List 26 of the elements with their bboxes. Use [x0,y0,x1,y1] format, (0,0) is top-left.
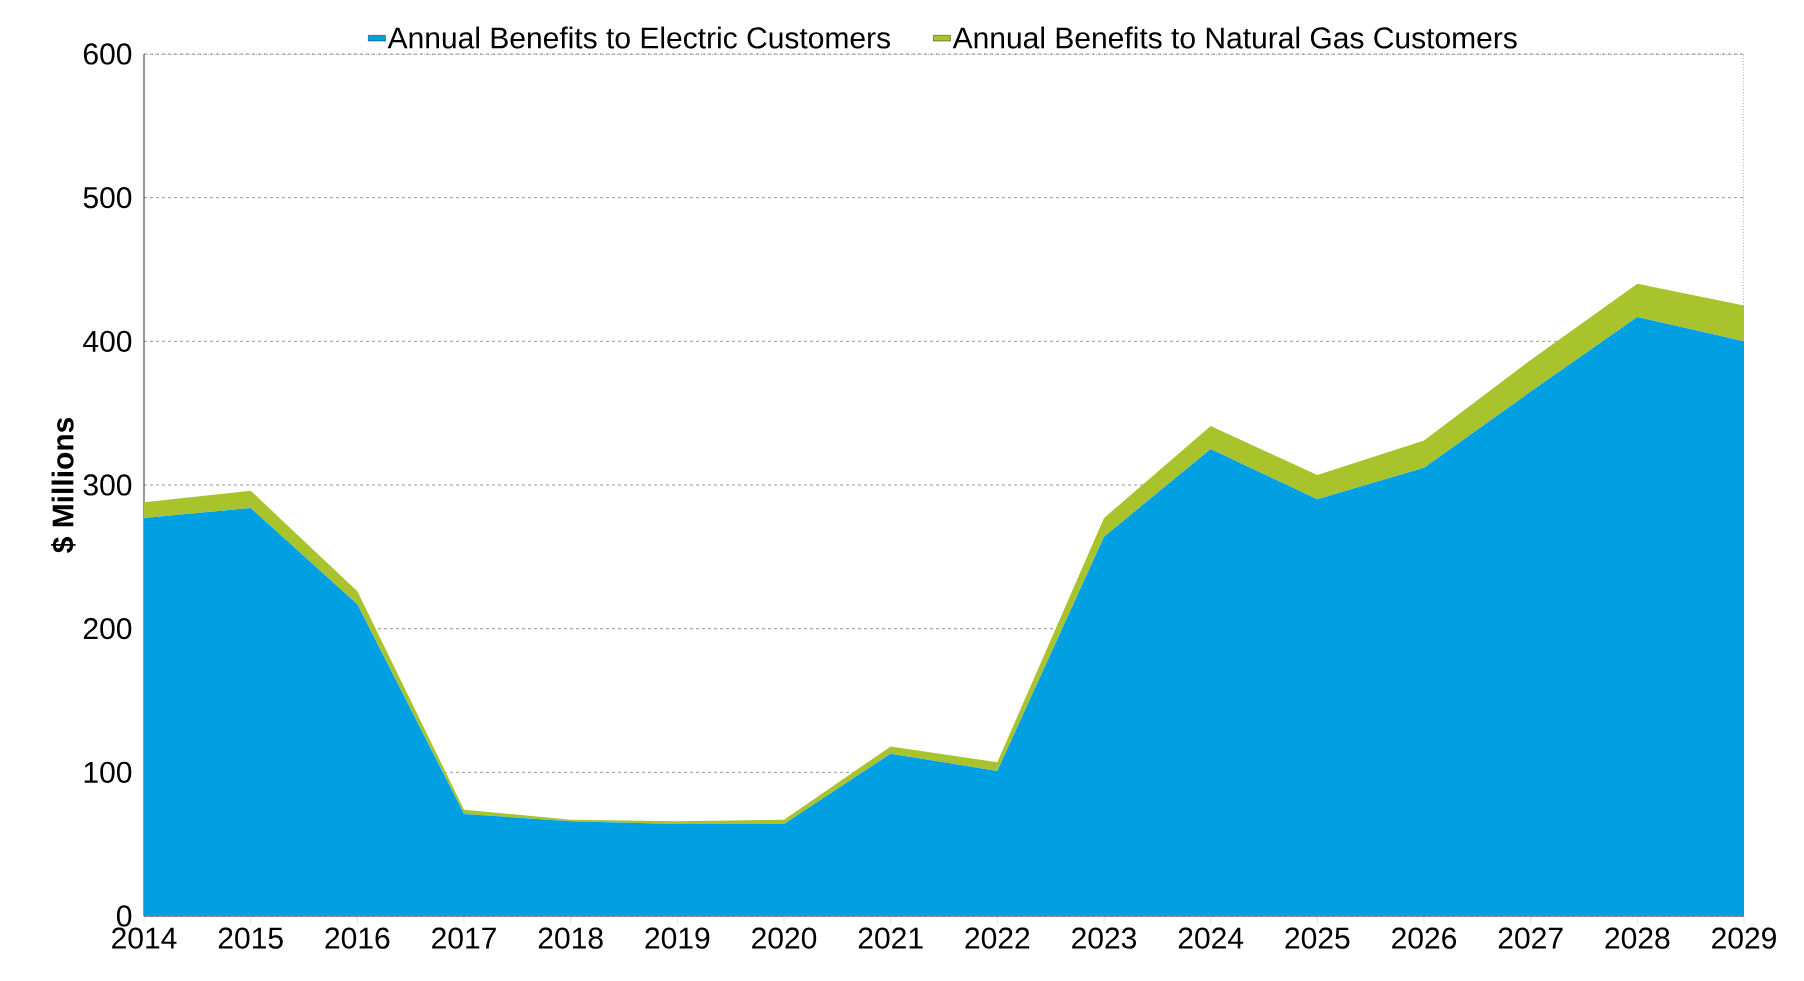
x-tick-label: 2020 [752,927,817,949]
y-tick-label: 0 [116,905,132,927]
x-tick-label: 2027 [1498,927,1563,949]
legend-label: Annual Benefits to Natural Gas Customers [952,26,1517,49]
x-tick-label: 2015 [218,927,283,949]
legend-label: Annual Benefits to Electric Customers [387,26,890,49]
y-tick-label: 100 [84,761,132,783]
y-tick-label: 300 [83,474,132,496]
x-tick-label: 2022 [965,927,1030,949]
y-tick-label: 200 [83,618,132,640]
x-tick-label: 2018 [538,927,603,949]
x-tick-label: 2014 [112,927,177,949]
x-tick-label: 2017 [432,927,496,949]
x-tick-label: 2028 [1605,927,1670,949]
x-tick-label: 2024 [1178,927,1244,949]
x-tick-label: 2021 [858,927,923,949]
x-tick-label: 2016 [325,927,390,949]
y-axis-title: $ Millions [51,417,76,553]
y-tick-label: 600 [83,43,132,65]
x-tick-label: 2025 [1285,927,1350,949]
x-tick-label: 2023 [1072,927,1137,949]
y-tick-label: 500 [83,187,132,209]
x-tick-label: 2019 [645,927,710,949]
x-tick-label: 2026 [1392,927,1457,949]
y-tick-label: 400 [83,330,132,352]
x-tick-label: 2029 [1712,927,1776,949]
